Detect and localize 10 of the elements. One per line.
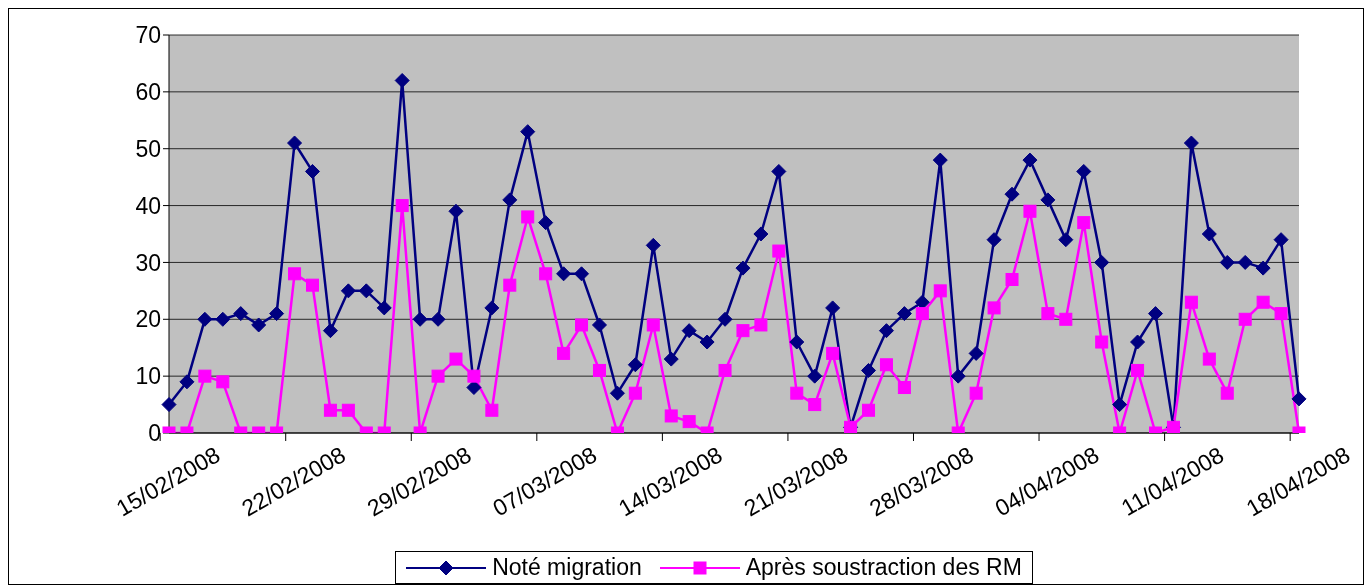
y-tick-label: 10 [135,363,161,390]
y-tick-label: 60 [135,79,161,106]
y-tick-label: 70 [135,22,161,49]
legend-label: Après soustraction des RM [745,554,1022,581]
y-tick-label: 40 [135,192,161,219]
y-tick-label: 30 [135,249,161,276]
y-tick-label: 50 [135,135,161,162]
y-tick-label: 20 [135,306,161,333]
y-tick-label: 0 [148,420,161,447]
legend-label: Noté migration [492,554,642,581]
